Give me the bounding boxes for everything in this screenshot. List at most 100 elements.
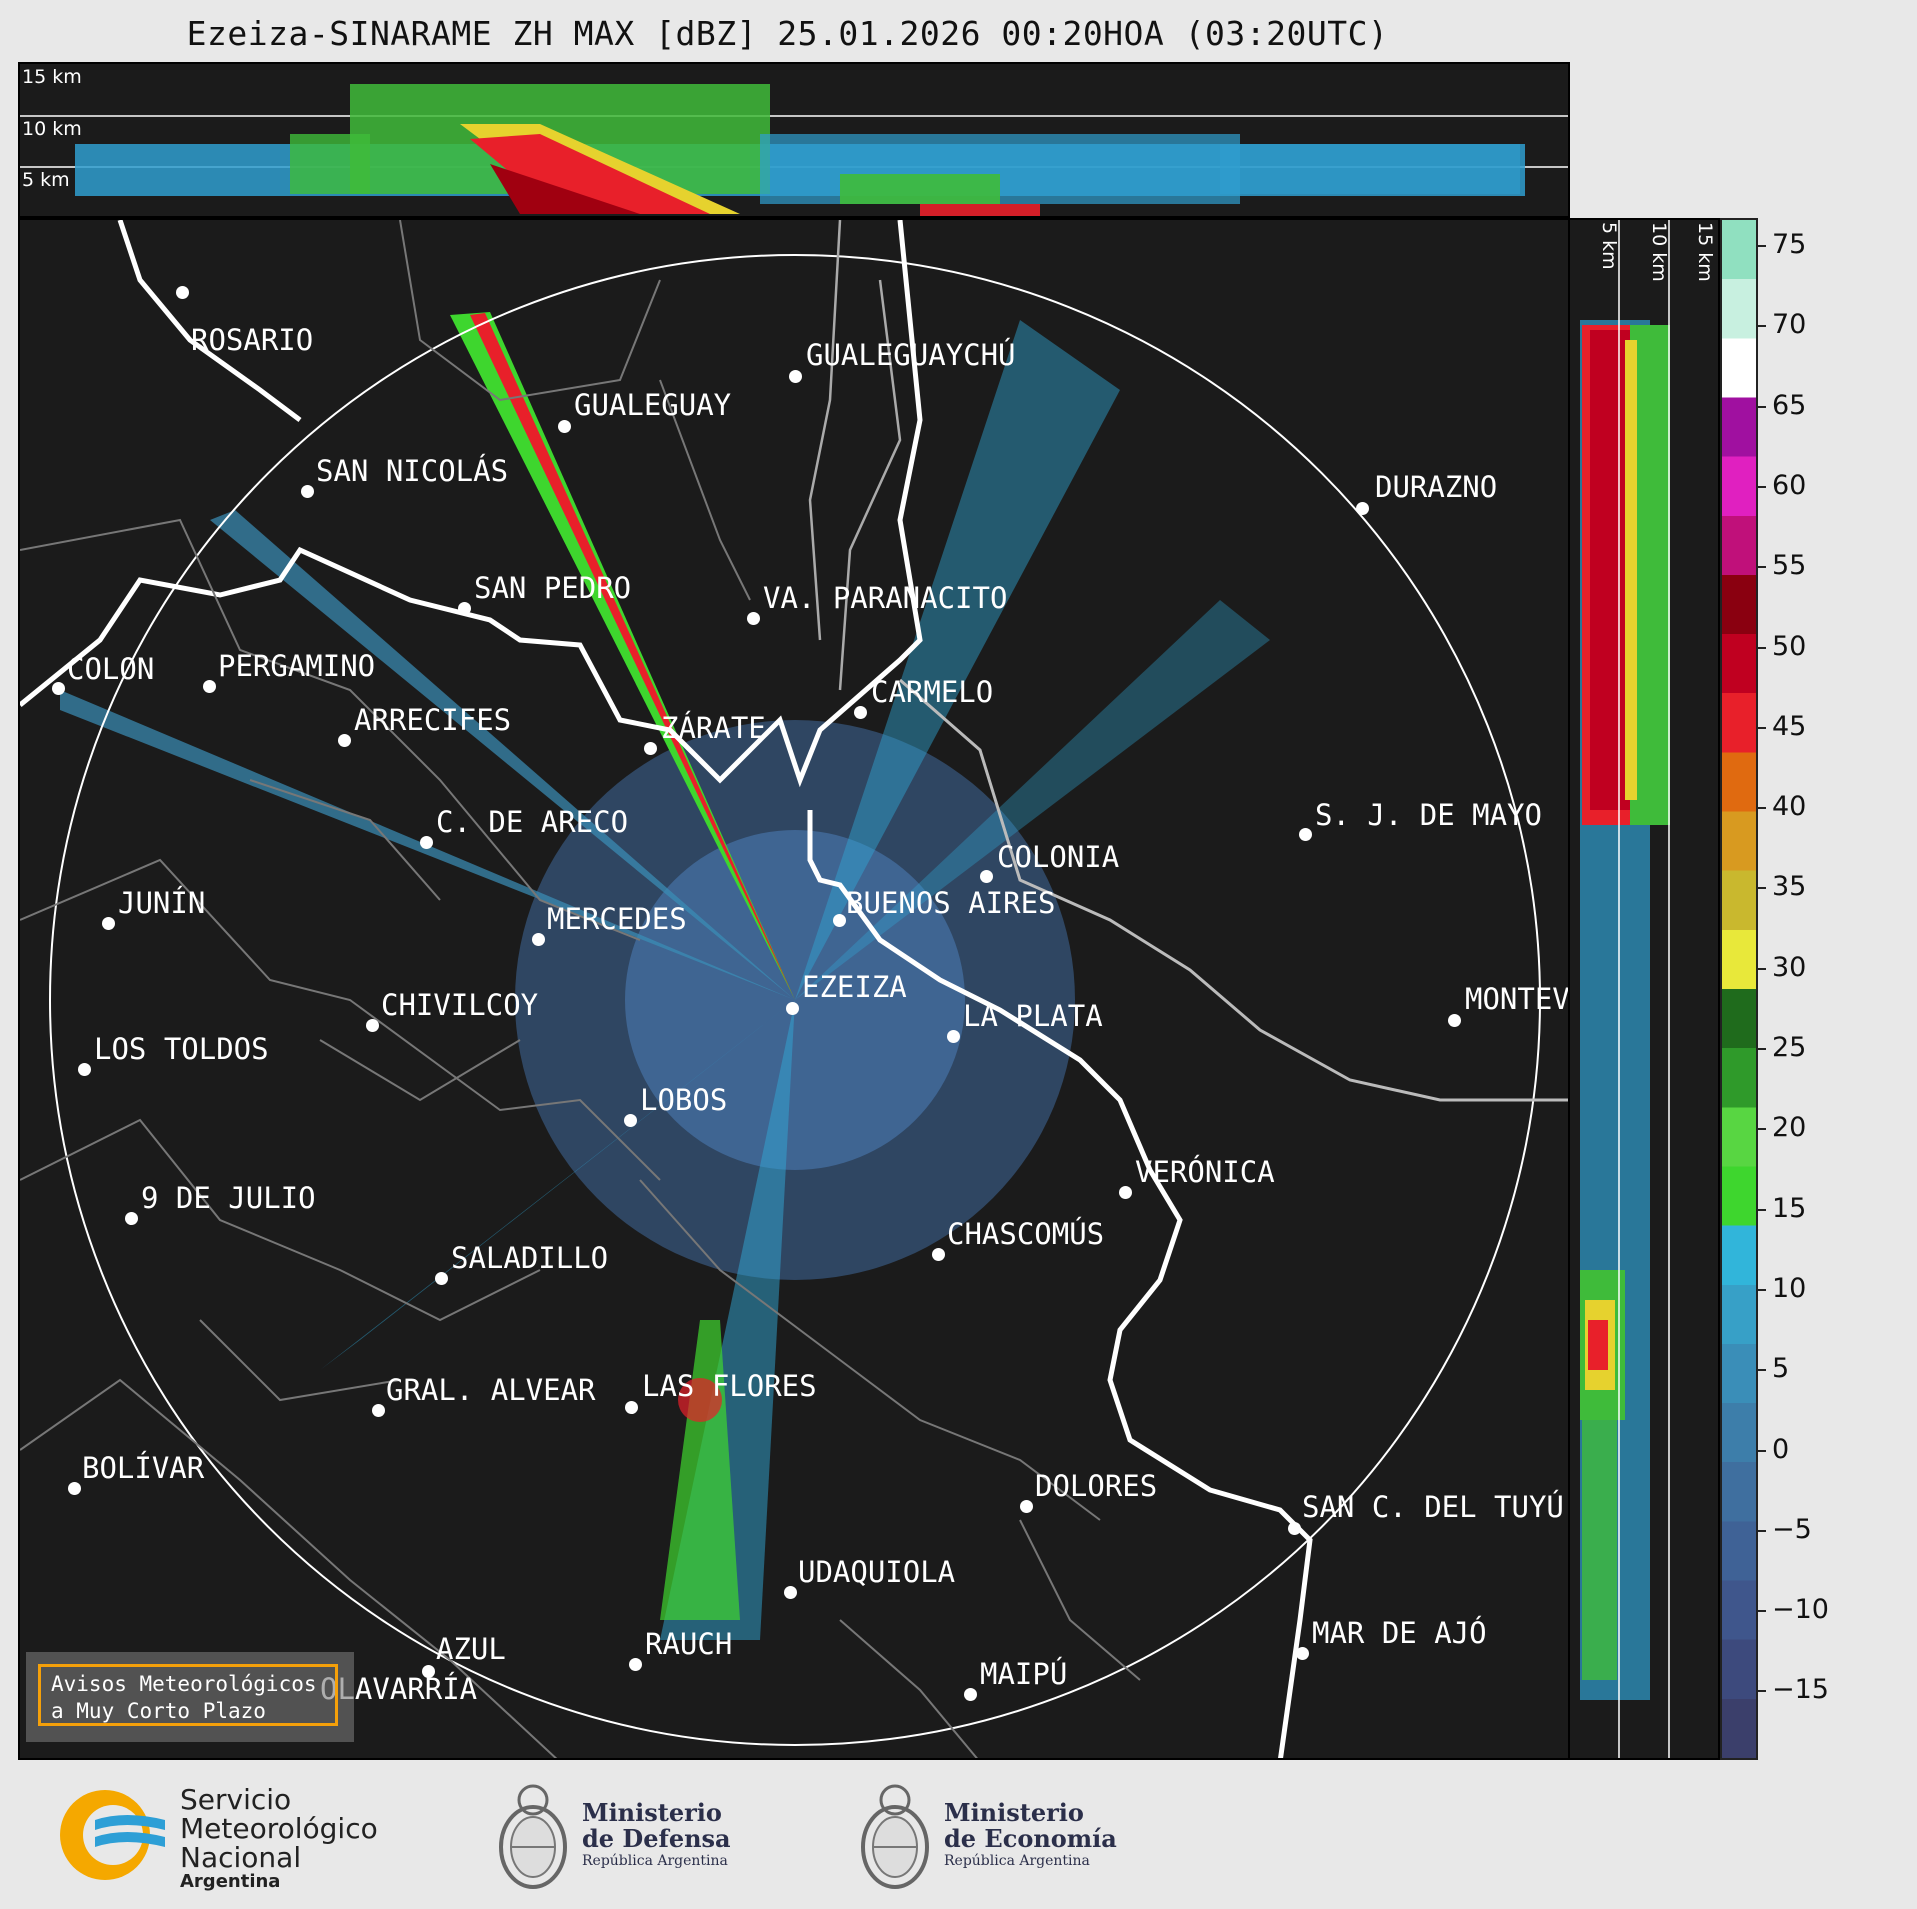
city-dot — [458, 602, 471, 615]
colorbar-tick — [1758, 485, 1766, 488]
city-dot — [932, 1248, 945, 1261]
city-label-los-toldos: LOS TOLDOS — [94, 1032, 269, 1066]
city-dot — [1448, 1014, 1461, 1027]
city-label-c-de-areco: C. DE ARECO — [436, 805, 629, 839]
colorbar-tick — [1758, 1610, 1766, 1613]
notice-line-1: Avisos Meteorológicos — [51, 1672, 317, 1696]
city-dot — [980, 870, 993, 883]
colorbar-tick — [1758, 1288, 1766, 1291]
economia-logo-text: Ministerio de Economía República Argenti… — [944, 1800, 1117, 1870]
map-title: Ezeiza-SINARAME ZH MAX [dBZ] 25.01.2026 … — [186, 14, 1389, 53]
smn-line-3: Nacional — [180, 1841, 302, 1874]
city-dot — [644, 742, 657, 755]
city-dot — [629, 1658, 642, 1671]
colorbar-tick-label: 5 — [1772, 1353, 1790, 1385]
city-label-rosario: ROSARIO — [191, 323, 314, 357]
colorbar-tick-label: 50 — [1772, 630, 1807, 662]
city-label-mercedes: MERCEDES — [547, 902, 687, 936]
city-label-san-c-del-tuyu: SAN C. DEL TUYÚ — [1302, 1490, 1564, 1524]
city-label-maipu: MAIPÚ — [980, 1657, 1068, 1691]
city-label-saladillo: SALADILLO — [451, 1241, 609, 1275]
colorbar-tick-label: 40 — [1772, 791, 1807, 823]
colorbar-tick — [1758, 1369, 1766, 1372]
defensa-logo-text: Ministerio de Defensa República Argentin… — [582, 1800, 731, 1870]
colorbar-tick — [1758, 566, 1766, 569]
city-label-montevideo: MONTEVIDEO — [1465, 982, 1570, 1016]
radar-map-image — [20, 220, 1568, 1758]
city-dot — [833, 914, 846, 927]
colorbar-tick-label: −10 — [1772, 1594, 1829, 1626]
smn-line-2: Meteorológico — [180, 1812, 378, 1845]
city-label-carmelo: CARMELO — [871, 675, 994, 709]
top-height-label-15: 15 km — [22, 66, 82, 88]
colorbar-tick-label: 0 — [1772, 1433, 1790, 1465]
colorbar-tick — [1758, 1529, 1766, 1532]
city-label-rauch: RAUCH — [645, 1627, 733, 1661]
economia-line-1: Ministerio — [944, 1798, 1084, 1827]
colorbar-tick — [1758, 245, 1766, 247]
city-label-azul: AZUL — [436, 1632, 506, 1666]
city-label-gualeguay: GUALEGUAY — [574, 388, 732, 422]
argentina-shield-icon — [499, 1784, 567, 1889]
top-cross-section-image — [20, 84, 1568, 216]
city-dot — [1288, 1522, 1301, 1535]
top-height-label-10: 10 km — [22, 118, 82, 140]
city-dot — [1356, 502, 1369, 515]
city-dot — [102, 917, 115, 930]
colorbar-tick-label: 70 — [1772, 309, 1807, 341]
city-dot — [784, 1586, 797, 1599]
notice-line-2: a Muy Corto Plazo — [51, 1699, 266, 1723]
city-label-pergamino: PERGAMINO — [218, 649, 376, 683]
radar-map-panel[interactable]: ROSARIO GUALEGUAYCHÚ GUALEGUAY SAN NICOL… — [18, 218, 1570, 1760]
city-label-sj-de-mayo: S. J. DE MAYO — [1315, 798, 1542, 832]
city-label-colon: COLON — [67, 652, 155, 686]
city-dot — [1296, 1647, 1309, 1660]
smn-logo-icon — [60, 1790, 165, 1880]
side-height-label-10: 10 km — [1648, 222, 1670, 282]
smn-logo-text: Servicio Meteorológico Nacional Argentin… — [180, 1785, 378, 1892]
city-dot — [789, 370, 802, 383]
city-label-durazno: DURAZNO — [1375, 470, 1498, 504]
city-dot — [301, 485, 314, 498]
colorbar-tick-label: 25 — [1772, 1032, 1807, 1063]
city-dot — [68, 1482, 81, 1495]
warnings-notice-frame[interactable]: Avisos Meteorológicos a Muy Corto Plazo — [38, 1664, 338, 1726]
economia-line-2: de Economía — [944, 1824, 1117, 1853]
colorbar-tick — [1758, 1690, 1766, 1693]
side-height-label-5: 5 km — [1598, 222, 1620, 270]
smn-line-1: Servicio — [180, 1783, 292, 1816]
colorbar-tick-label: 45 — [1772, 710, 1807, 742]
city-label-san-nicolas: SAN NICOLÁS — [316, 454, 509, 488]
side-height-label-15: 15 km — [1694, 222, 1716, 282]
city-dot — [625, 1401, 638, 1414]
colorbar-tick-label: 55 — [1772, 550, 1807, 582]
argentina-shield-icon — [861, 1784, 929, 1889]
colorbar-tick — [1758, 726, 1766, 729]
top-cross-section-panel: 15 km 10 km 5 km — [18, 62, 1570, 218]
city-dot — [338, 734, 351, 747]
city-dot — [203, 680, 216, 693]
colorbar-tick-label: 60 — [1772, 469, 1807, 501]
colorbar-tick-label: −5 — [1772, 1513, 1812, 1545]
colorbar-tick — [1758, 1208, 1766, 1211]
defensa-line-1: Ministerio — [582, 1798, 722, 1827]
warnings-notice[interactable]: Avisos Meteorológicos a Muy Corto Plazo — [26, 1652, 354, 1742]
side-cross-section-image — [1580, 220, 1670, 1758]
city-dot — [52, 682, 65, 695]
colorbar-tick — [1758, 887, 1766, 890]
city-dot — [558, 420, 571, 433]
city-label-las-flores: LAS FLORES — [642, 1369, 817, 1403]
colorbar-tick-label: 20 — [1772, 1112, 1807, 1144]
city-label-ezeiza: EZEIZA — [802, 970, 907, 1004]
city-label-lobos: LOBOS — [640, 1083, 728, 1117]
side-cross-section-panel: 5 km 10 km 15 km — [1568, 218, 1720, 1760]
city-dot — [78, 1063, 91, 1076]
city-label-va-paranacito: VA. PARANACITO — [763, 581, 1008, 615]
city-label-chivilcoy: CHIVILCOY — [381, 988, 539, 1022]
city-dot — [1119, 1186, 1132, 1199]
city-label-buenos-aires: BUENOS AIRES — [846, 886, 1056, 920]
city-dot — [435, 1272, 448, 1285]
colorbar-tick-label: 75 — [1772, 229, 1807, 260]
defensa-line-2: de Defensa — [582, 1824, 731, 1853]
colorbar-tick — [1758, 1048, 1766, 1050]
